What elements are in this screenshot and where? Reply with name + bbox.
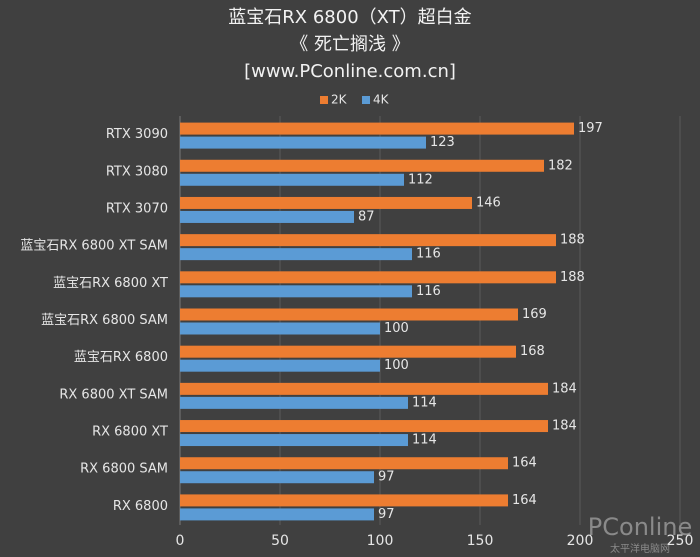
value-label: 116 — [416, 284, 441, 299]
value-label: 112 — [408, 172, 433, 187]
value-label: 188 — [560, 270, 585, 285]
bar — [180, 322, 380, 335]
bar — [180, 196, 472, 209]
value-label: 182 — [548, 158, 573, 173]
value-label: 169 — [522, 307, 547, 322]
value-label: 164 — [512, 456, 537, 471]
bar — [180, 359, 380, 372]
y-tick-label: RX 6800 SAM — [80, 462, 168, 477]
y-tick-label: RTX 3090 — [106, 127, 168, 142]
y-tick-label: RTX 3080 — [106, 164, 168, 179]
y-tick-label: 蓝宝石RX 6800 XT SAM — [20, 239, 168, 254]
bar — [180, 508, 374, 521]
chart-source: [www.PConline.com.cn] — [244, 61, 456, 82]
y-tick-label: RX 6800 — [113, 499, 168, 514]
bar — [180, 308, 518, 321]
value-label: 123 — [430, 135, 455, 150]
x-tick-label: 50 — [271, 533, 289, 549]
legend-label: 4K — [373, 93, 390, 107]
bar — [180, 271, 556, 284]
value-label: 184 — [552, 419, 577, 434]
bar — [180, 396, 408, 409]
y-tick-label: RX 6800 XT SAM — [59, 387, 168, 402]
bar — [180, 420, 548, 433]
bar — [180, 210, 354, 223]
bar — [180, 382, 548, 395]
x-tick-label: 200 — [567, 533, 594, 549]
bar — [180, 457, 508, 470]
value-label: 164 — [512, 493, 537, 508]
value-label: 87 — [358, 209, 375, 224]
value-label: 114 — [412, 395, 437, 410]
bar — [180, 234, 556, 247]
bar — [180, 434, 408, 447]
x-tick-label: 100 — [367, 533, 394, 549]
watermark-sub: 太平洋电脑网 — [610, 542, 670, 555]
bar — [180, 159, 544, 172]
y-tick-label: 蓝宝石RX 6800 SAM — [41, 313, 168, 328]
bar — [180, 345, 516, 358]
y-tick-label: RX 6800 XT — [92, 425, 168, 440]
y-tick-label: 蓝宝石RX 6800 XT — [53, 276, 168, 291]
x-tick-label: 0 — [176, 533, 185, 549]
legend-label: 2K — [331, 93, 348, 107]
bar — [180, 122, 574, 135]
bar — [180, 136, 426, 149]
bar — [180, 248, 412, 261]
bar — [180, 471, 374, 484]
y-tick-label: 蓝宝石RX 6800 — [74, 350, 168, 365]
bar — [180, 285, 412, 298]
value-label: 184 — [552, 381, 577, 396]
x-tick-label: 150 — [467, 533, 494, 549]
bar — [180, 173, 404, 186]
value-label: 188 — [560, 233, 585, 248]
x-tick-label: 250 — [667, 533, 694, 549]
chart-title: 蓝宝石RX 6800（XT）超白金 — [228, 7, 471, 28]
chart-subtitle: 《 死亡搁浅 》 — [290, 34, 409, 55]
value-label: 100 — [384, 321, 409, 336]
watermark: PConline — [588, 513, 692, 541]
bar — [180, 494, 508, 507]
value-label: 100 — [384, 358, 409, 373]
value-label: 197 — [578, 121, 603, 136]
value-label: 168 — [520, 344, 545, 359]
value-label: 146 — [476, 195, 501, 210]
value-label: 116 — [416, 247, 441, 262]
legend-swatch — [320, 96, 328, 104]
value-label: 97 — [378, 470, 395, 485]
y-tick-label: RTX 3070 — [106, 201, 168, 216]
value-label: 97 — [378, 507, 395, 522]
value-label: 114 — [412, 433, 437, 448]
legend-swatch — [362, 96, 370, 104]
